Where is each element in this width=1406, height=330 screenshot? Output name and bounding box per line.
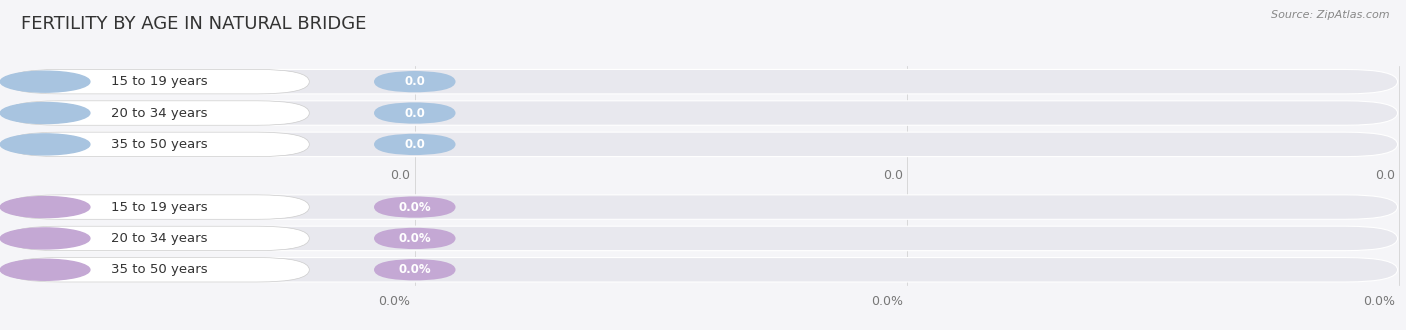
Circle shape [0, 71, 90, 92]
Text: 0.0: 0.0 [883, 169, 903, 182]
FancyBboxPatch shape [7, 132, 309, 157]
Text: 15 to 19 years: 15 to 19 years [111, 75, 208, 88]
Text: 0.0: 0.0 [405, 107, 425, 119]
FancyBboxPatch shape [7, 69, 1398, 94]
FancyBboxPatch shape [7, 101, 1398, 125]
Text: 0.0%: 0.0% [398, 263, 432, 276]
FancyBboxPatch shape [7, 195, 309, 219]
Circle shape [0, 103, 90, 123]
Circle shape [0, 228, 90, 249]
FancyBboxPatch shape [7, 226, 1398, 251]
Text: 0.0: 0.0 [1375, 169, 1395, 182]
FancyBboxPatch shape [374, 259, 456, 280]
Text: 35 to 50 years: 35 to 50 years [111, 263, 208, 276]
FancyBboxPatch shape [7, 195, 1398, 219]
Text: 0.0%: 0.0% [378, 295, 411, 308]
Circle shape [0, 259, 90, 280]
Text: 0.0%: 0.0% [398, 201, 432, 214]
Text: 15 to 19 years: 15 to 19 years [111, 201, 208, 214]
FancyBboxPatch shape [7, 101, 309, 125]
FancyBboxPatch shape [374, 196, 456, 218]
FancyBboxPatch shape [7, 257, 309, 282]
Text: 0.0: 0.0 [405, 75, 425, 88]
FancyBboxPatch shape [7, 69, 309, 94]
Circle shape [0, 134, 90, 155]
Text: Source: ZipAtlas.com: Source: ZipAtlas.com [1271, 10, 1389, 20]
FancyBboxPatch shape [374, 71, 456, 92]
Text: 35 to 50 years: 35 to 50 years [111, 138, 208, 151]
Text: 0.0%: 0.0% [1362, 295, 1395, 308]
Text: 20 to 34 years: 20 to 34 years [111, 107, 208, 119]
Text: 20 to 34 years: 20 to 34 years [111, 232, 208, 245]
FancyBboxPatch shape [7, 132, 1398, 157]
Circle shape [0, 197, 90, 217]
Text: 0.0: 0.0 [405, 138, 425, 151]
Text: 0.0%: 0.0% [398, 232, 432, 245]
FancyBboxPatch shape [374, 228, 456, 249]
FancyBboxPatch shape [374, 102, 456, 124]
FancyBboxPatch shape [7, 257, 1398, 282]
Text: 0.0%: 0.0% [870, 295, 903, 308]
FancyBboxPatch shape [374, 134, 456, 155]
FancyBboxPatch shape [7, 226, 309, 251]
Text: 0.0: 0.0 [391, 169, 411, 182]
Text: FERTILITY BY AGE IN NATURAL BRIDGE: FERTILITY BY AGE IN NATURAL BRIDGE [21, 15, 367, 33]
